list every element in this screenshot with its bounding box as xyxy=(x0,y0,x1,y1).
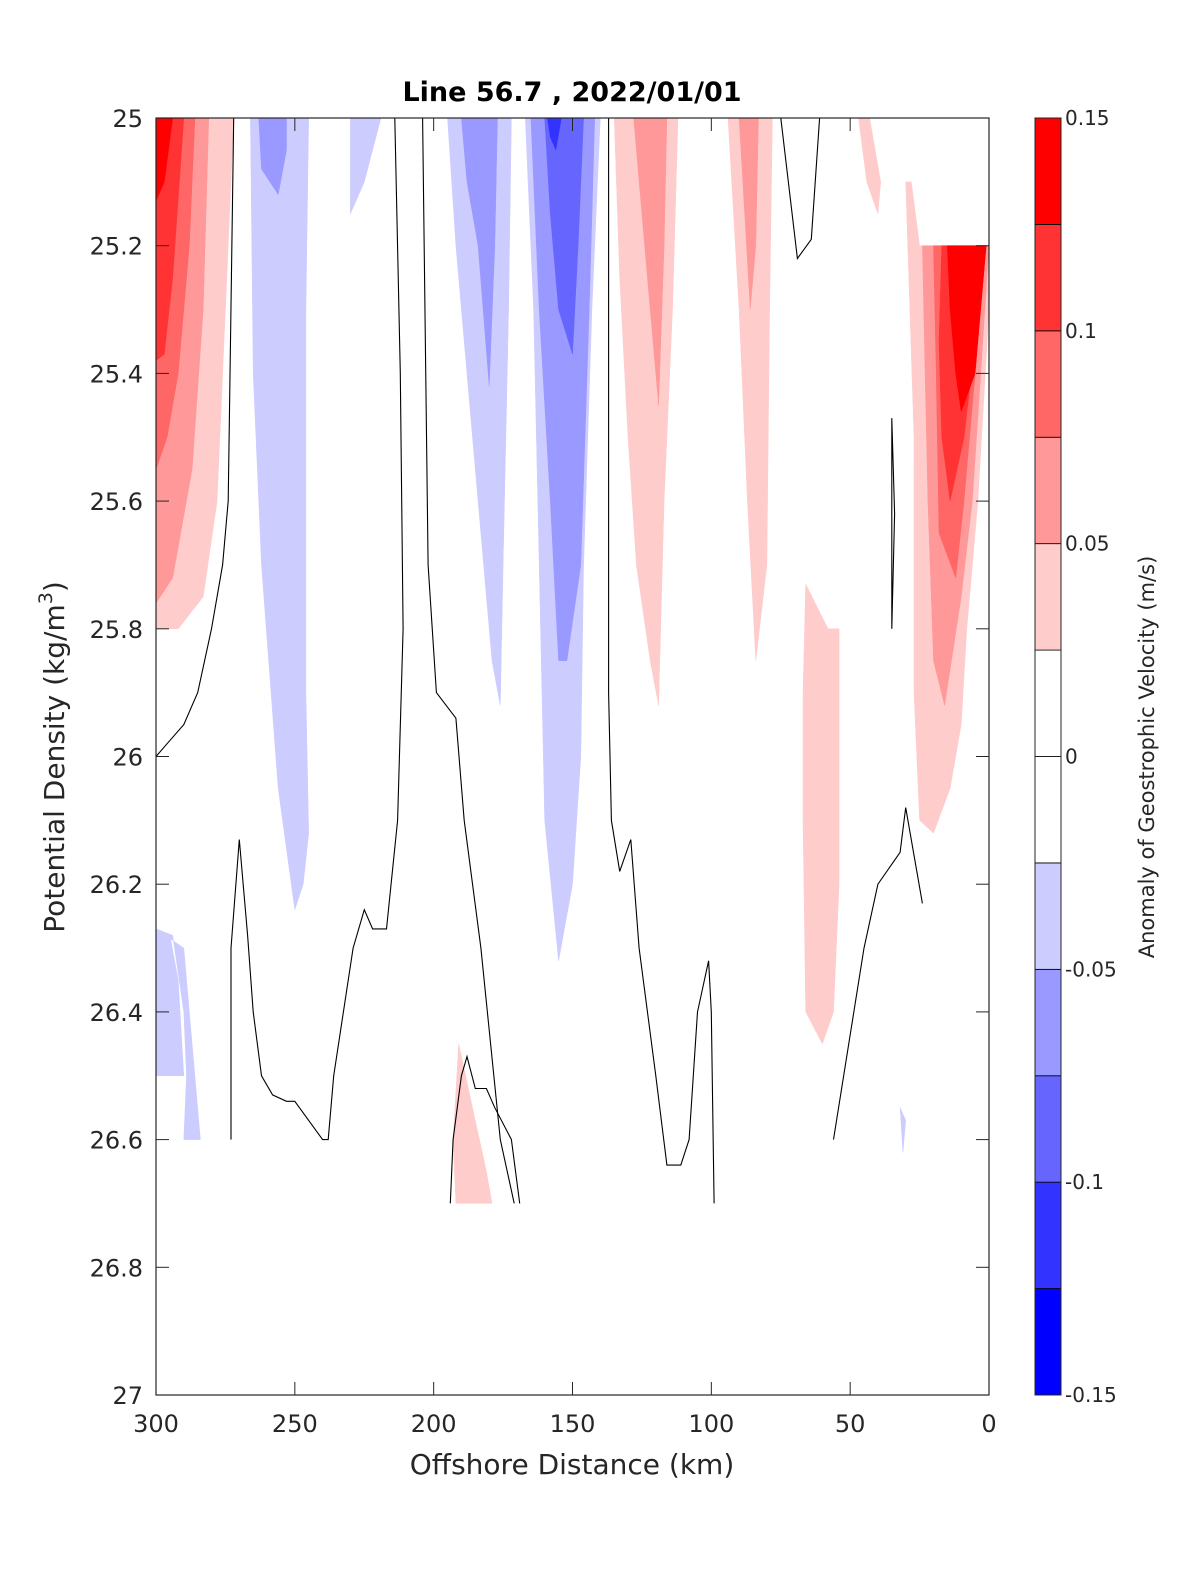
y-tick-label: 25.4 xyxy=(90,360,143,388)
colorbar-frame xyxy=(1034,117,1062,1396)
contour-region-11 xyxy=(530,118,595,661)
y-tick-label: 25.2 xyxy=(90,233,143,261)
contour-region-18 xyxy=(802,583,840,1045)
x-tick-label: 250 xyxy=(272,1410,318,1438)
colorbar-label: Anomaly of Geostrophic Velocity (m/s) xyxy=(1135,556,1159,959)
y-tick-label: 25.8 xyxy=(90,616,143,644)
x-axis: 300 250 200 150 100 50 0 xyxy=(133,118,997,1438)
contour-region-19 xyxy=(858,118,881,214)
contour-region-16 xyxy=(727,118,773,661)
contour-region-15 xyxy=(633,118,668,406)
colorbar-tick-label: -0.05 xyxy=(1065,957,1117,981)
x-axis-label: Offshore Distance (km) xyxy=(410,1448,735,1481)
zero-contour-lines xyxy=(156,118,923,1204)
zero-contour-7 xyxy=(891,418,896,629)
colorbar-tick-label: -0.15 xyxy=(1065,1383,1117,1407)
y-tick-label: 25.6 xyxy=(90,488,143,516)
contour-region-25 xyxy=(156,928,201,1140)
contour-region-17 xyxy=(738,118,759,310)
contour-region-26 xyxy=(156,928,185,1077)
colorbar-swatch xyxy=(1034,649,1062,757)
x-tick-label: 100 xyxy=(688,1410,734,1438)
zero-contour-4 xyxy=(608,118,715,1204)
colorbar-swatch xyxy=(1034,543,1062,651)
chart-title: Line 56.7 , 2022/01/01 xyxy=(402,77,741,108)
zero-contour-6 xyxy=(832,807,923,1140)
contour-region-4 xyxy=(156,118,173,202)
colorbar: 0.15 0.1 0.05 0 -0.05 -0.1 -0.15 xyxy=(1034,106,1117,1407)
colorbar-swatch xyxy=(1034,862,1062,970)
contour-region-8 xyxy=(447,118,512,706)
x-tick-label: 200 xyxy=(411,1410,457,1438)
colorbar-tick-label: 0 xyxy=(1065,745,1078,769)
zero-contour-1 xyxy=(230,118,404,1141)
colorbar-swatch xyxy=(1034,1288,1062,1396)
zero-contour-0 xyxy=(156,118,235,757)
y-axis: 25 25.2 25.4 25.6 25.8 26 26.2 26.4 26.6 26.8 27 xyxy=(90,105,989,1410)
colorbar-swatch xyxy=(1034,756,1062,864)
zero-contour-5 xyxy=(780,118,821,260)
filled-contours xyxy=(156,118,989,1204)
colorbar-tick-label: 0.15 xyxy=(1065,106,1110,130)
colorbar-swatch xyxy=(1034,1075,1062,1183)
y-tick-label: 25 xyxy=(112,105,143,133)
colorbar-tick-label: 0.1 xyxy=(1065,319,1097,343)
contour-region-5 xyxy=(250,118,309,910)
contour-region-13 xyxy=(547,118,562,151)
colorbar-swatch xyxy=(1034,436,1062,545)
y-tick-label: 27 xyxy=(112,1382,143,1410)
colorbar-swatch xyxy=(1034,1181,1062,1289)
x-tick-label: 0 xyxy=(981,1410,996,1438)
zero-contour-2 xyxy=(422,118,515,1204)
contour-region-7 xyxy=(350,118,382,214)
colorbar-swatch xyxy=(1034,224,1062,332)
y-tick-label: 26 xyxy=(112,744,143,772)
colorbar-swatch xyxy=(1034,330,1062,438)
contour-region-6 xyxy=(258,118,287,196)
zero-contour-3 xyxy=(449,1054,521,1204)
y-axis-label: Potential Density (kg/m3) xyxy=(35,581,71,933)
colorbar-tick-label: 0.05 xyxy=(1065,532,1110,556)
colorbar-tick-label: -0.1 xyxy=(1065,1170,1104,1194)
x-tick-label: 300 xyxy=(133,1410,179,1438)
x-tick-label: 150 xyxy=(550,1410,596,1438)
x-tick-label: 50 xyxy=(835,1410,866,1438)
contour-region-27 xyxy=(899,1107,906,1153)
colorbar-swatch xyxy=(1034,968,1062,1077)
y-tick-label: 26.8 xyxy=(90,1254,143,1282)
colorbar-swatch xyxy=(1034,117,1062,225)
y-tick-label: 26.6 xyxy=(90,1127,143,1155)
contour-region-12 xyxy=(544,118,584,355)
y-tick-label: 26.2 xyxy=(90,871,143,899)
y-tick-label: 26.4 xyxy=(90,999,143,1027)
contour-region-9 xyxy=(461,118,498,387)
